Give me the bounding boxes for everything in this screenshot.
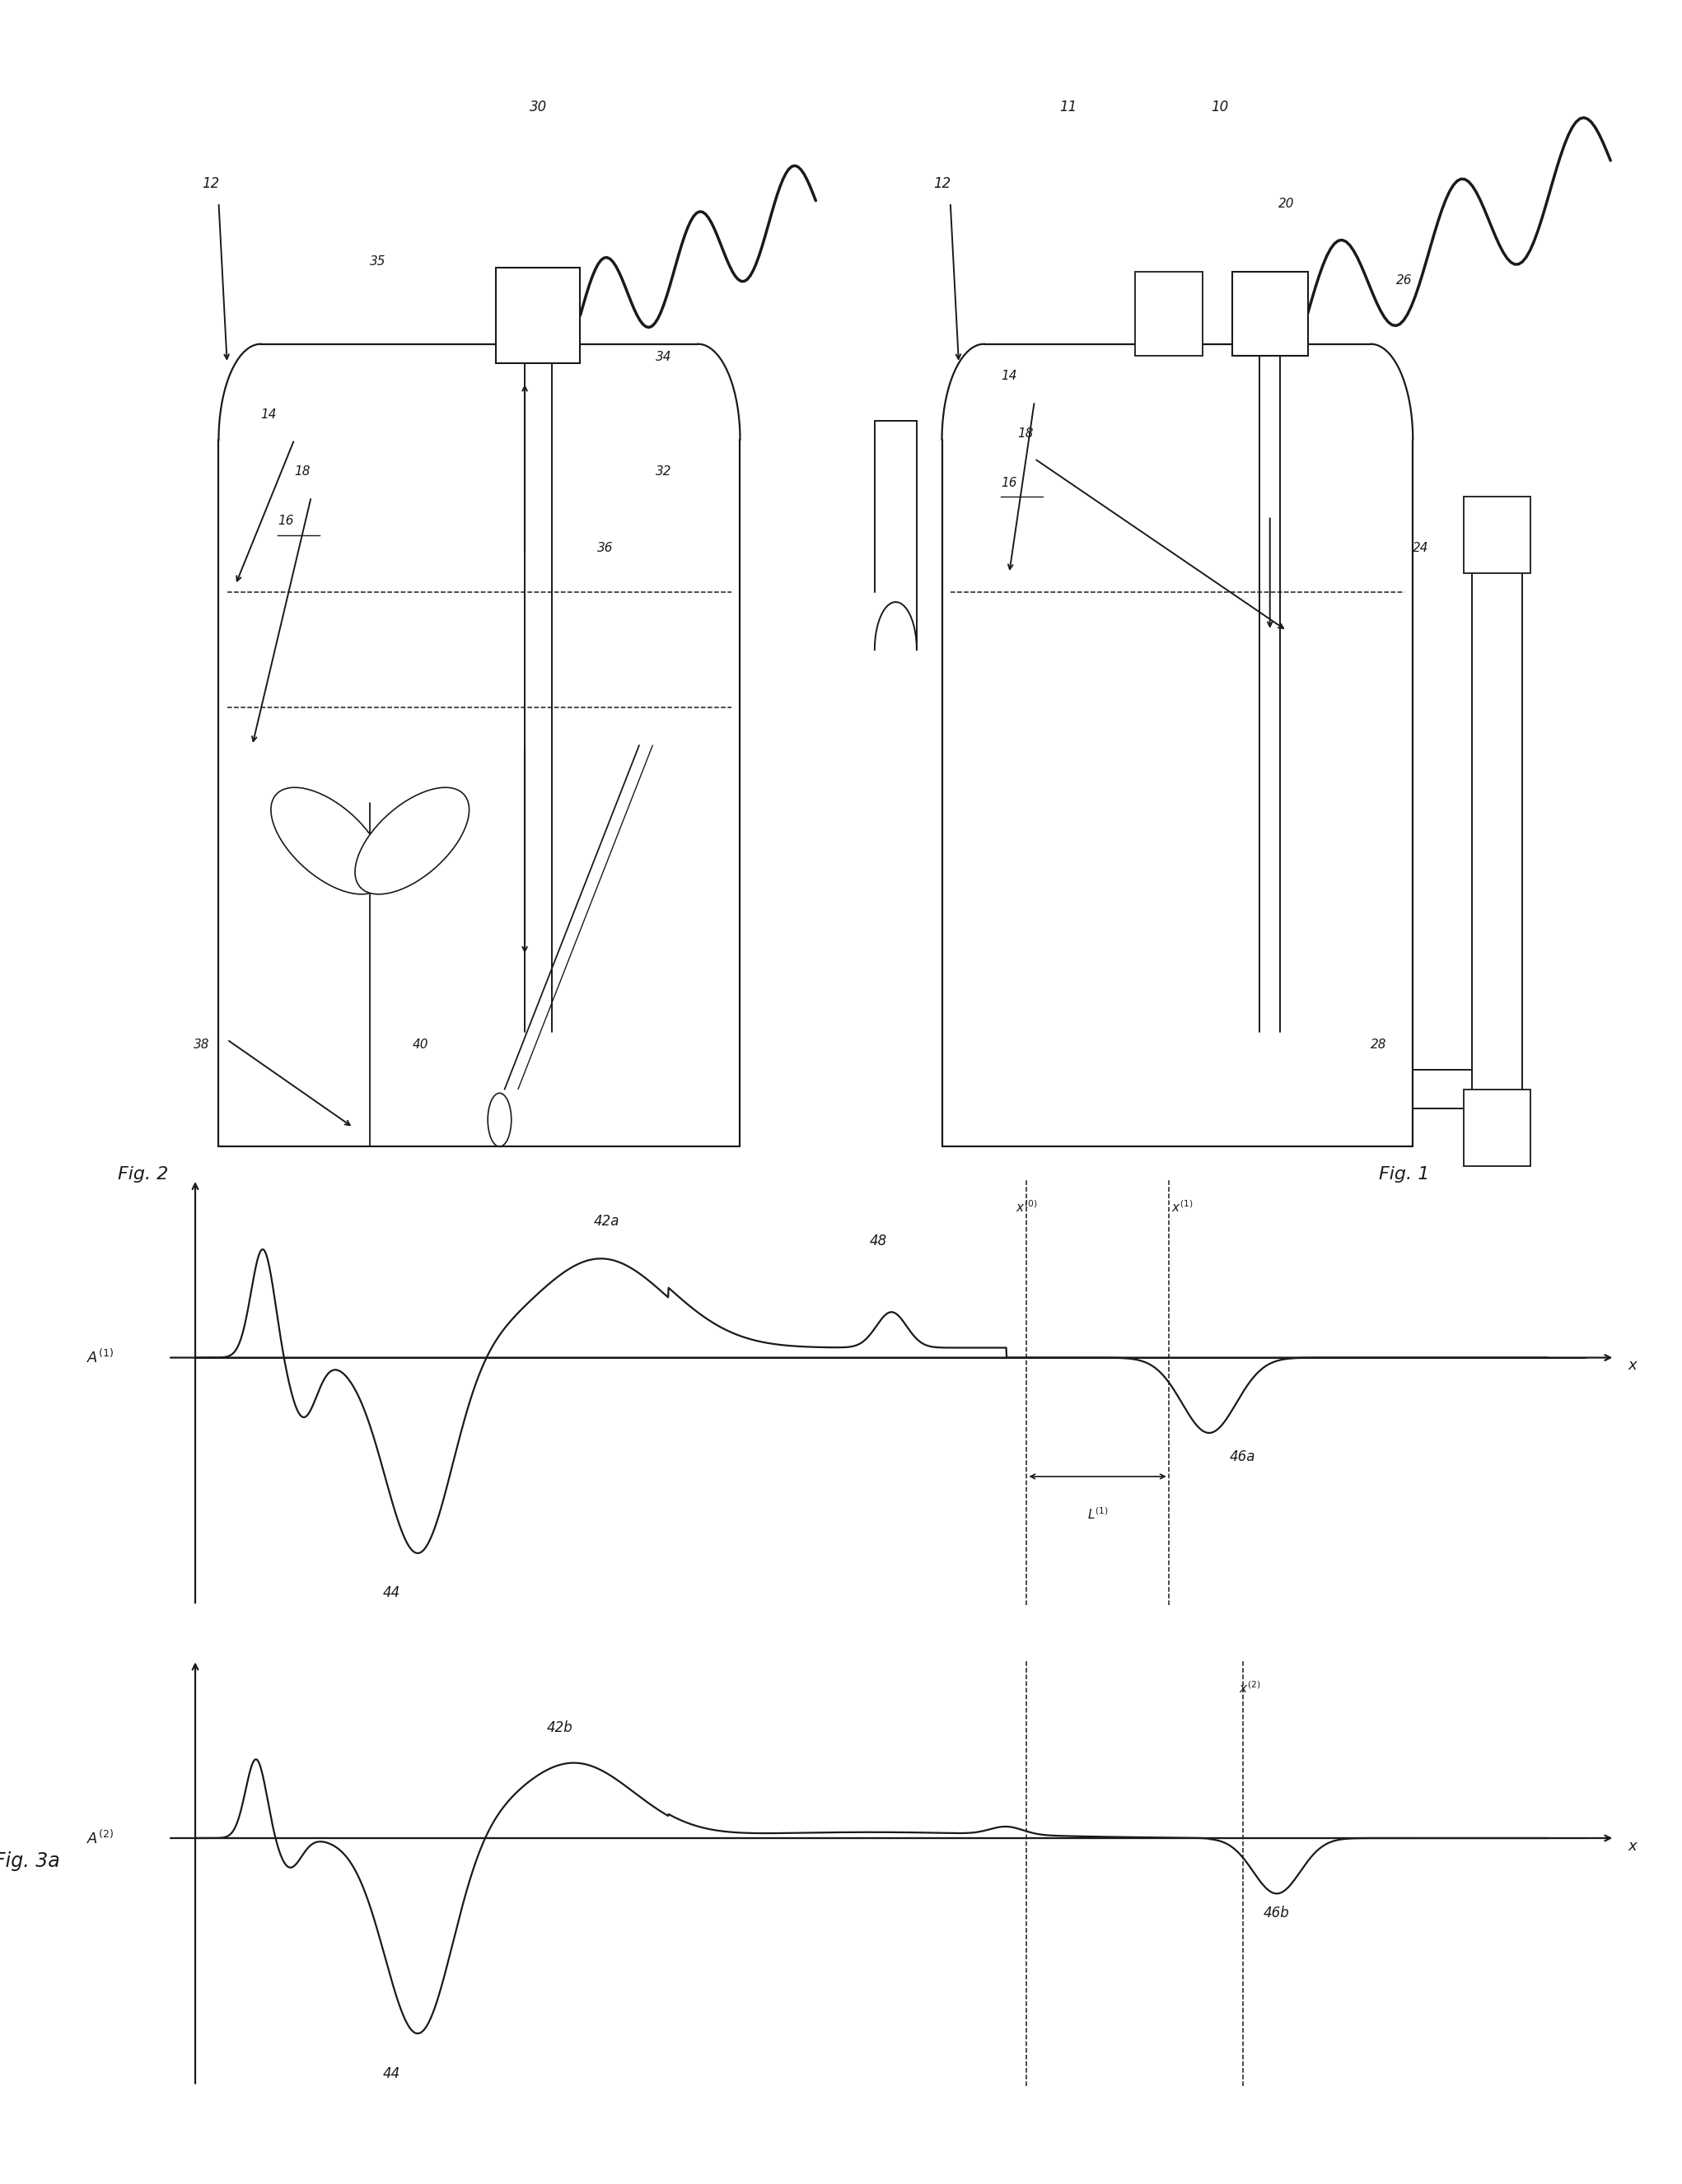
Text: 46a: 46a xyxy=(1230,1450,1255,1463)
Text: $A^{(2)}$: $A^{(2)}$ xyxy=(87,1830,114,1848)
Text: 40: 40 xyxy=(412,1040,429,1051)
Text: 18: 18 xyxy=(1018,428,1034,439)
Text: 12: 12 xyxy=(202,177,219,192)
Text: 26: 26 xyxy=(1396,275,1413,286)
Bar xyxy=(1463,496,1531,572)
Text: $x^{(0)}$: $x^{(0)}$ xyxy=(1016,1199,1038,1214)
Text: 38: 38 xyxy=(193,1040,210,1051)
Text: $A^{(1)}$: $A^{(1)}$ xyxy=(87,1350,114,1367)
Text: 46b: 46b xyxy=(1263,1907,1290,1920)
Text: 34: 34 xyxy=(656,352,673,363)
Text: 35: 35 xyxy=(370,256,387,266)
Text: x: x xyxy=(1628,1358,1637,1374)
Text: 14: 14 xyxy=(261,408,278,419)
Text: 28: 28 xyxy=(1371,1040,1388,1051)
Bar xyxy=(1231,271,1309,356)
Text: 32: 32 xyxy=(656,465,673,478)
Text: 14: 14 xyxy=(1001,369,1018,382)
Text: Fig. 3a: Fig. 3a xyxy=(0,1850,61,1872)
Text: 12: 12 xyxy=(934,177,950,192)
Text: 36: 36 xyxy=(597,542,614,555)
Bar xyxy=(1463,1090,1531,1166)
Text: 10: 10 xyxy=(1211,100,1228,114)
Text: $L^{(1)}$: $L^{(1)}$ xyxy=(1087,1507,1108,1522)
Text: 24: 24 xyxy=(1413,542,1430,555)
Text: 48: 48 xyxy=(870,1234,886,1249)
Text: 30: 30 xyxy=(530,100,547,114)
Text: $x^{(1)}$: $x^{(1)}$ xyxy=(1171,1199,1193,1214)
Text: $x^{(2)}$: $x^{(2)}$ xyxy=(1240,1679,1260,1695)
Text: x: x xyxy=(1628,1839,1637,1854)
Bar xyxy=(496,266,580,363)
Text: 42b: 42b xyxy=(547,1721,574,1734)
Text: 20: 20 xyxy=(1278,199,1295,210)
Text: 42a: 42a xyxy=(594,1214,621,1230)
Ellipse shape xyxy=(355,788,469,893)
Bar xyxy=(1135,271,1203,356)
Text: 44: 44 xyxy=(382,1586,400,1601)
Text: 18: 18 xyxy=(294,465,311,478)
Ellipse shape xyxy=(271,788,385,893)
Text: Fig. 2: Fig. 2 xyxy=(118,1166,168,1182)
Text: 11: 11 xyxy=(1060,100,1076,114)
Text: Fig. 1: Fig. 1 xyxy=(1379,1166,1430,1182)
Text: 16: 16 xyxy=(278,515,294,526)
Text: 16: 16 xyxy=(1001,476,1018,489)
Text: 44: 44 xyxy=(382,2066,400,2081)
